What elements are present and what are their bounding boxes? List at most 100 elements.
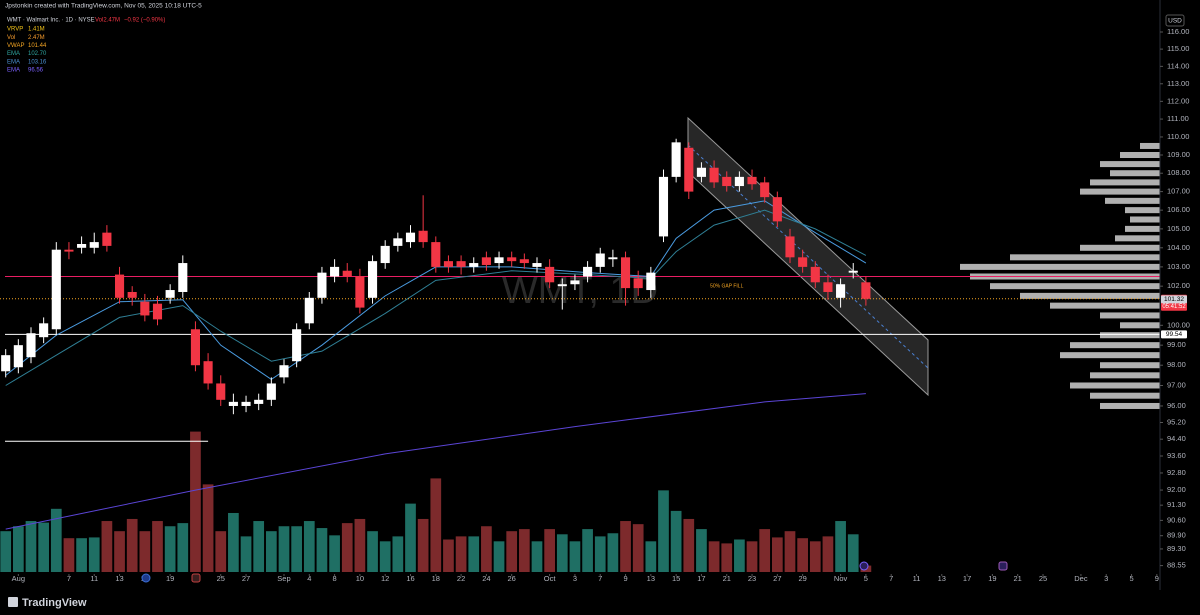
y-tick-label: 107.00 [1167, 187, 1190, 196]
candle-body [114, 274, 125, 298]
volume-bar [190, 431, 201, 572]
candle-body [595, 253, 605, 267]
volume-profile-bar [1070, 382, 1160, 389]
x-tick-label: 25 [217, 574, 225, 583]
volume-profile-bar [1100, 312, 1160, 319]
y-tick-label: 97.00 [1167, 380, 1186, 389]
y-tick-label: 111.00 [1167, 114, 1189, 123]
candle-body [734, 176, 744, 187]
logo: TradingView [8, 597, 87, 609]
candle-body [102, 232, 112, 246]
candle-body [456, 261, 466, 267]
volume-profile-bar [1120, 152, 1160, 159]
x-tick-label: Dec [1074, 574, 1088, 583]
x-tick-label: Sep [277, 574, 290, 583]
x-tick-label: 18 [432, 574, 440, 583]
candle-body [330, 266, 340, 277]
candle-body [760, 182, 770, 198]
volume-bar [126, 518, 138, 572]
event-icon[interactable] [998, 561, 1008, 571]
candle-body [190, 329, 200, 366]
volume-bar [430, 478, 442, 572]
candle-body [279, 365, 289, 378]
volume-profile-bar [1060, 352, 1160, 359]
candle-body [317, 272, 327, 298]
x-tick-label: 22 [457, 574, 465, 583]
main-layer: 50% GAP FILL [0, 138, 1160, 530]
volume-bar [114, 531, 125, 572]
volume-bar [152, 521, 163, 572]
candle-body [342, 270, 352, 277]
volume-bar [632, 524, 644, 572]
y-tick-label: 99.00 [1167, 340, 1186, 349]
x-tick-label: 17 [963, 574, 971, 583]
price-label-box [1161, 330, 1187, 339]
x-tick-label: 3 [573, 574, 577, 583]
volume-profile-bar [1090, 179, 1160, 186]
candle-body [836, 284, 846, 298]
brand: TradingView [22, 597, 87, 609]
x-tick-label: 8 [333, 574, 337, 583]
volume-bar [164, 526, 176, 572]
volume-bar [50, 508, 62, 572]
volume-bar [392, 536, 404, 572]
candle-body [861, 282, 871, 299]
y-tick-label: 102.00 [1167, 281, 1190, 290]
y-tick-label: 94.40 [1167, 434, 1186, 443]
axis-layer: 116.00 115.00 114.00 113.00 112.00 111.00 110.… [12, 27, 1190, 583]
volume-profile-bar [1120, 322, 1160, 329]
y-tick-label: 116.00 [1167, 27, 1189, 36]
volume-bar [481, 526, 492, 572]
candle-body [747, 176, 757, 185]
volume-bar [76, 538, 87, 572]
candle-body [266, 383, 276, 400]
currency: USD [1168, 18, 1182, 25]
x-tick-label: Nov [834, 574, 848, 583]
volume-bar [354, 518, 366, 572]
candle-body [810, 266, 820, 283]
x-tick-label: 3 [1104, 574, 1108, 583]
volume-profile-bar [1140, 142, 1160, 149]
volume-bar [607, 533, 619, 572]
annotation: 50% GAP FILL [710, 283, 743, 289]
x-tick-label: 12 [381, 574, 389, 583]
candle-body [696, 167, 706, 177]
volume-profile-bar [1100, 161, 1160, 168]
x-tick-label: 29 [798, 574, 806, 583]
event-icon[interactable] [141, 573, 151, 583]
volume-bar [670, 510, 682, 572]
y-tick-label: 98.00 [1167, 360, 1186, 369]
candle-body [304, 297, 314, 324]
volume-bar [139, 531, 151, 572]
event-icon[interactable] [859, 561, 869, 571]
y-tick-label: 104.00 [1167, 243, 1190, 252]
volume-bar [379, 541, 391, 572]
candle-body [570, 280, 580, 285]
candle-body [39, 323, 49, 338]
price-label-box [1161, 295, 1187, 304]
volume-bar [228, 512, 239, 572]
volume-bar [316, 528, 328, 572]
x-tick-label: 26 [508, 574, 516, 583]
candle-body [646, 272, 656, 291]
volume-bar [253, 521, 265, 572]
x-tick-label: 7 [598, 574, 602, 583]
x-tick-label: 19 [166, 574, 174, 583]
volume-bar [265, 531, 277, 572]
legend: VRVP 1.41M Vol 2.47M VWAP 101.44 EMA 102.70 EMA 1… [7, 27, 47, 74]
x-tick-label: 5 [864, 574, 868, 583]
candle-body [127, 291, 137, 298]
volume-profile-bar [1080, 244, 1160, 251]
price-label: 101.32 [1164, 296, 1184, 303]
indicator-name: EMA [7, 59, 20, 65]
candle-body [51, 249, 61, 330]
candle-body [658, 176, 669, 237]
y-tick-label: 114.00 [1167, 61, 1189, 70]
candle-body [507, 257, 517, 262]
candle-body [380, 245, 390, 264]
volume-bar [177, 523, 189, 572]
ema-line [5, 393, 866, 530]
event-icon[interactable] [191, 573, 201, 583]
volume-profile-bar [1115, 235, 1160, 242]
volume-profile-bar [990, 283, 1160, 290]
